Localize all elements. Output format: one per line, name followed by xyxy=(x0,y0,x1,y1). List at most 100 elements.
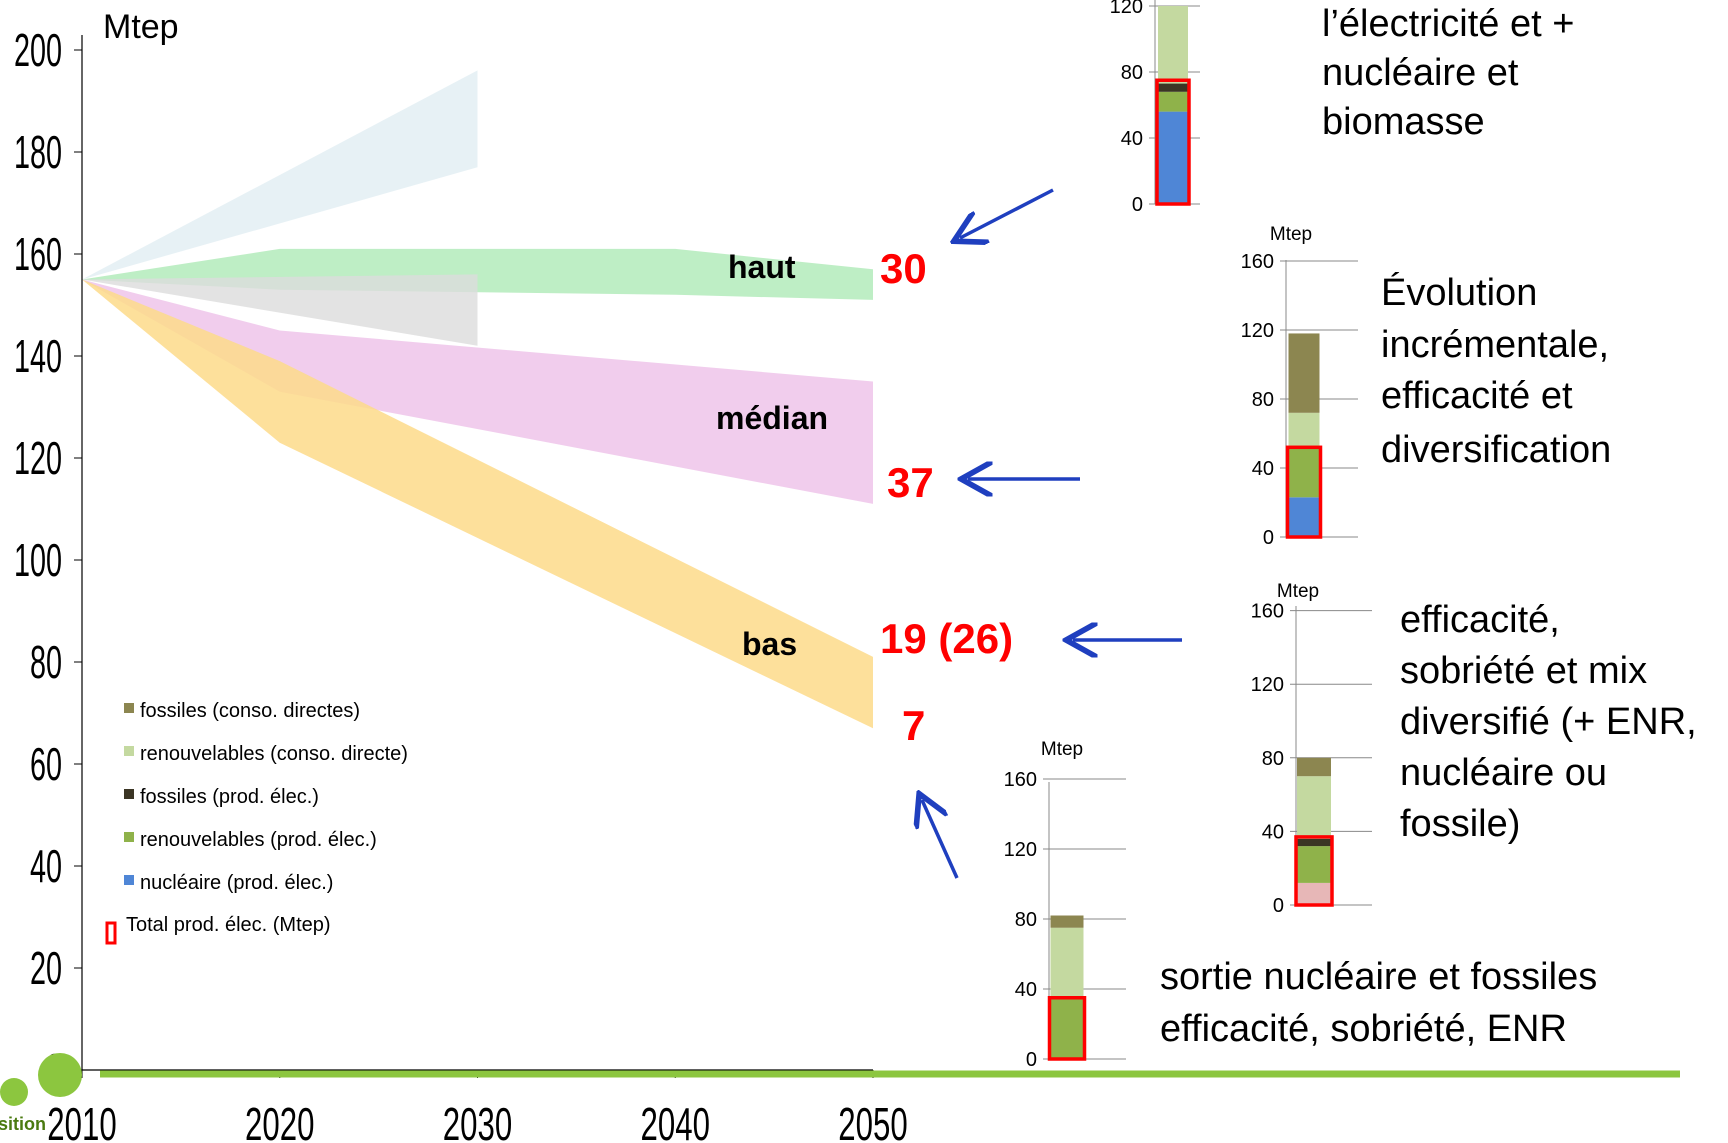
stack-segment-renouv_elec xyxy=(1158,91,1188,112)
y-tick-labels: 020406080100120140160180200 xyxy=(14,25,82,1097)
stack-segment-renouv_direct xyxy=(1288,412,1320,448)
arrow-bas-low xyxy=(922,800,959,879)
sub-unit-label: Mtep xyxy=(1041,739,1083,760)
stack-segment-nucleaire xyxy=(1158,111,1188,204)
x-tick-label: 2020 xyxy=(245,1099,314,1143)
scenario-chart-1: 0 40 80 120 xyxy=(1110,0,1200,216)
stack-segment-renouv_elec xyxy=(1288,447,1320,498)
sub-tick-label: 120 xyxy=(1110,0,1143,18)
y-tick-label: 180 xyxy=(14,127,62,179)
stack-segment-renouv_elec xyxy=(1297,846,1331,883)
footer: sition xyxy=(0,1053,1680,1134)
annotation-line: sortie nucléaire et fossiles xyxy=(1160,956,1597,998)
value-bas-low: 7 xyxy=(902,702,925,749)
y-tick-label: 120 xyxy=(14,433,62,485)
elec-total-box xyxy=(1285,445,1323,539)
scenario-annotation-1: l’électricité et + nucléaire et biomasse xyxy=(1322,3,1574,143)
sub-tick-label: 0 xyxy=(1026,1049,1037,1071)
scenario-annotation-2: Évolution incrémentale, efficacité et di… xyxy=(1381,271,1611,471)
annotation-line: incrémentale, xyxy=(1381,324,1609,366)
legend-label: fossiles (conso. directes) xyxy=(140,700,360,722)
elec-total-box xyxy=(1155,78,1191,206)
band-bas xyxy=(82,279,873,729)
band-labels: haut médian bas xyxy=(716,249,828,662)
logo-dot-small xyxy=(0,1078,28,1106)
band-layer xyxy=(82,70,873,729)
logo-dot-large xyxy=(38,1053,82,1097)
stack-segment-fossile_direct xyxy=(1050,915,1084,928)
value-bas: 19 (26) xyxy=(880,615,1013,662)
sub-tick-label: 120 xyxy=(1241,320,1274,342)
annotation-line: l’électricité et + xyxy=(1322,3,1574,45)
annotation-line: Évolution xyxy=(1381,271,1537,314)
band-label-bas: bas xyxy=(742,626,797,662)
annotation-line: efficacité et xyxy=(1381,375,1573,417)
annotation-line: fossile) xyxy=(1400,803,1520,845)
y-tick-label: 100 xyxy=(14,535,62,587)
sub-tick-label: 0 xyxy=(1263,527,1274,549)
scenario-chart-2: 0 40 80 120 160 Mtep xyxy=(1241,224,1358,549)
legend-label: fossiles (prod. élec.) xyxy=(140,786,319,808)
arrows xyxy=(922,188,1182,879)
stack-segment-fossile_elec xyxy=(1158,83,1188,92)
x-tick-label: 2040 xyxy=(641,1099,710,1143)
elec-total-values: 30 37 19 (26) 7 xyxy=(880,245,1013,749)
y-tick-label: 40 xyxy=(30,841,62,893)
sub-tick-label: 80 xyxy=(1015,909,1037,931)
stack-segment-fossile_direct xyxy=(1297,757,1331,777)
value-haut: 30 xyxy=(880,245,927,292)
y-tick-label: 200 xyxy=(14,25,62,77)
sub-tick-label: 80 xyxy=(1262,748,1284,770)
stack-segment-renouv_direct xyxy=(1050,927,1084,998)
scenario-annotation-4: sortie nucléaire et fossiles efficacité,… xyxy=(1160,956,1597,1050)
band-median xyxy=(82,279,873,504)
y-unit-label: Mtep xyxy=(103,8,179,46)
elec-total-box xyxy=(1294,835,1334,907)
band-label-median: médian xyxy=(716,400,828,436)
legend-label: Total prod. élec. (Mtep) xyxy=(126,914,331,936)
sub-tick-label: 0 xyxy=(1273,895,1284,917)
legend-swatch xyxy=(124,746,134,756)
sub-tick-label: 120 xyxy=(1004,839,1037,861)
stack-segment-renouv_direct xyxy=(1297,776,1331,839)
y-tick-label: 80 xyxy=(30,637,62,689)
legend-label: renouvelables (prod. élec.) xyxy=(140,829,377,851)
arrow-haut xyxy=(960,188,1054,238)
y-tick-label: 60 xyxy=(30,739,62,791)
x-tick-label: 2050 xyxy=(838,1099,907,1143)
sub-tick-label: 40 xyxy=(1252,458,1274,480)
logo-text: sition xyxy=(0,1114,46,1134)
x-tick-label: 2030 xyxy=(443,1099,512,1143)
stack-segment-autre xyxy=(1297,882,1331,905)
x-tick-labels: 2010 2020 2030 2040 2050 xyxy=(47,1070,908,1143)
sub-tick-label: 120 xyxy=(1251,674,1284,696)
legend-label: nucléaire (prod. élec.) xyxy=(140,872,333,894)
annotation-line: diversifié (+ ENR, xyxy=(1400,701,1697,743)
band-label-haut: haut xyxy=(728,249,796,285)
y-tick-label: 140 xyxy=(14,331,62,383)
scenario-annotation-3: efficacité, sobriété et mix diversifié (… xyxy=(1400,599,1697,845)
stack-segment-renouv_direct xyxy=(1158,6,1188,84)
y-tick-label: 160 xyxy=(14,229,62,281)
sub-tick-label: 160 xyxy=(1241,251,1274,273)
legend-swatch-total xyxy=(105,921,117,945)
sub-tick-label: 40 xyxy=(1015,979,1037,1001)
legend-swatch xyxy=(124,703,134,713)
x-tick-label: 2010 xyxy=(47,1099,116,1143)
stack-segment-fossile_direct xyxy=(1288,333,1320,413)
annotation-line: sobriété et mix xyxy=(1400,650,1647,692)
value-median: 37 xyxy=(887,459,934,506)
annotation-line: efficacité, sobriété, ENR xyxy=(1160,1008,1567,1050)
band-gris xyxy=(82,274,478,346)
sub-tick-label: 40 xyxy=(1121,128,1143,150)
y-tick-label: 20 xyxy=(30,943,62,995)
sub-tick-label: 40 xyxy=(1262,821,1284,843)
sub-tick-label: 80 xyxy=(1121,62,1143,84)
annotation-line: nucléaire et xyxy=(1322,52,1519,94)
legend-swatch xyxy=(124,875,134,885)
legend-label: renouvelables (conso. directe) xyxy=(140,743,408,765)
stack-segment-fossile_elec xyxy=(1297,838,1331,847)
